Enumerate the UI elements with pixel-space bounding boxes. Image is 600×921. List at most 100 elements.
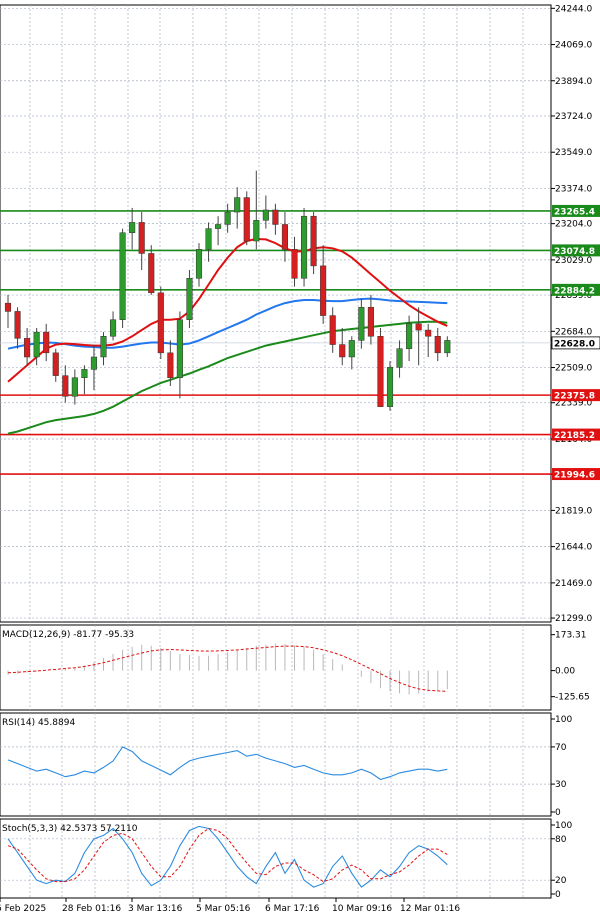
x-tick-label: 6 Mar 17:16 [265, 904, 320, 914]
level-tag [552, 389, 600, 402]
macd-signal-line [7, 645, 448, 692]
y-tick-label: 30 [555, 780, 567, 790]
candle-body [281, 224, 288, 250]
candle-body [367, 307, 374, 337]
ma-fast-line [7, 237, 448, 383]
current-price-label: 22628.0 [554, 339, 595, 349]
candle-body [81, 369, 88, 378]
candle-body [148, 253, 155, 294]
y-tick-label: 21299.0 [555, 614, 592, 624]
candle-body [320, 265, 327, 316]
candle-body [243, 197, 250, 242]
stoch-title: Stoch(5,3,3) 42.5373 57.2110 [2, 824, 138, 834]
y-axis-labels: 24244.0 24069.0 23894.0 23724.0 23549.0 23374… [551, 4, 592, 900]
y-tick-label: 0 [555, 808, 561, 818]
x-tick-label: 28 Feb 01:16 [62, 904, 121, 914]
y-tick-label: 21469.0 [555, 579, 592, 589]
candle-body [253, 220, 260, 242]
candle-body [358, 307, 365, 341]
y-tick-label: 21819.0 [555, 506, 592, 516]
stoch-signal-line [7, 827, 448, 883]
level-tag [552, 428, 600, 441]
x-tick-label: 12 Mar 01:16 [400, 904, 460, 914]
candle-body [90, 356, 98, 370]
candle-body [348, 340, 355, 358]
candle-body [100, 336, 107, 358]
level-tag [552, 204, 600, 217]
candle-body [176, 319, 183, 378]
candle-body [224, 211, 231, 225]
x-tick-label: 10 Mar 09:16 [332, 904, 392, 914]
candle-body [215, 224, 222, 229]
level-tag-label: 22375.8 [554, 392, 595, 402]
candle-body [396, 348, 403, 368]
y-tick-label: 22339.0 [555, 399, 592, 409]
candle-body [14, 311, 21, 339]
rsi-plot [0, 746, 551, 785]
ma-slow-line [7, 320, 448, 435]
candle-body [444, 340, 451, 354]
candle-body [301, 215, 308, 279]
y-tick-label: 0.00 [555, 667, 575, 677]
level-tag-label: 23265.4 [554, 207, 595, 217]
y-tick-label: -125.65 [555, 693, 590, 703]
candle-body [262, 209, 269, 221]
y-tick-label: 100 [555, 715, 572, 725]
y-tick-label: 70 [555, 743, 567, 753]
candle-body [339, 344, 346, 358]
stoch-main-line [7, 825, 448, 888]
candle-body [186, 278, 193, 320]
candle-body [62, 375, 69, 397]
stoch-plot [0, 825, 551, 888]
y-tick-label: 24244.0 [555, 4, 592, 14]
x-tick-label: 6 Feb 2025 [0, 904, 46, 914]
level-tag-label: 21994.6 [554, 471, 595, 481]
candle-body [33, 331, 40, 358]
level-tag-label: 22884.2 [554, 286, 595, 296]
y-tick-label: 0 [555, 890, 561, 900]
macd-plot [7, 643, 448, 695]
y-tick-label: 100 [555, 821, 572, 831]
candle-body [406, 323, 413, 349]
y-tick-label: 24069.0 [555, 41, 592, 51]
candle-body [329, 315, 336, 345]
candle-body [386, 367, 394, 407]
candle-body [291, 249, 298, 279]
y-tick-label: 23549.0 [555, 148, 592, 158]
rsi-line [7, 746, 448, 781]
candle-body [425, 329, 432, 337]
candle-body [110, 319, 117, 337]
candles [4, 170, 451, 411]
candle-body [4, 302, 12, 312]
rsi-title: RSI(14) 45.8894 [2, 718, 75, 728]
candle-body [205, 228, 212, 250]
candle-body [129, 222, 136, 234]
candle-body [71, 377, 78, 397]
y-tick-label: 23029.0 [555, 256, 592, 266]
candle-body [195, 249, 203, 279]
candle-body [234, 197, 241, 213]
candle-body [167, 352, 174, 378]
candle-body [310, 215, 317, 267]
candle-body [157, 292, 164, 354]
y-tick-label: 23724.0 [555, 112, 592, 122]
y-tick-label: 21644.0 [555, 543, 592, 553]
y-tick-label: 80 [555, 835, 567, 845]
candle-body [52, 352, 59, 376]
candle-body [272, 209, 279, 225]
y-tick-label: 22859.0 [555, 291, 592, 301]
rsi-panel [0, 712, 552, 817]
y-tick-label: 23374.0 [555, 184, 592, 194]
candle-body [119, 232, 126, 320]
y-tick-label: 23204.0 [555, 220, 592, 230]
candle-body [138, 222, 145, 254]
level-tag [552, 468, 600, 481]
y-tick-label: 22509.0 [555, 364, 592, 374]
candle-body [24, 338, 31, 358]
moving-averages [7, 237, 448, 435]
level-tag-label: 23074.8 [554, 247, 595, 257]
y-tick-label: 173.31 [555, 631, 587, 641]
price-tags: 23265.4 23074.8 22884.2 22375.8 22185.2 21994… [551, 204, 600, 481]
